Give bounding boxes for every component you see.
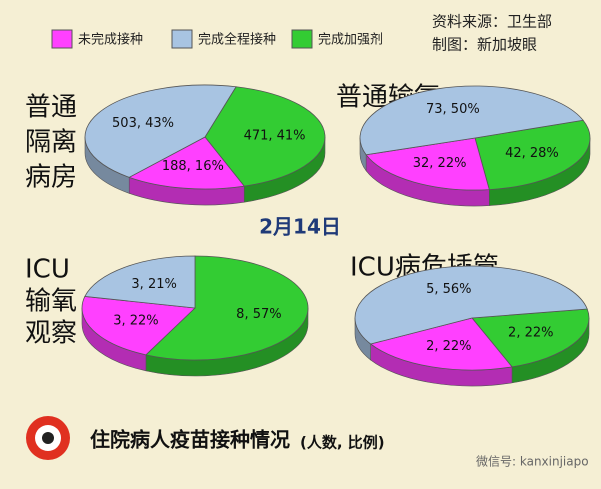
pie-slice	[84, 255, 196, 309]
data-label: 188, 16%	[162, 159, 224, 174]
legend-swatch	[51, 29, 73, 49]
pie-slice	[81, 296, 196, 356]
pie-slice	[204, 86, 326, 187]
watermark: 微信号: kanxinjiapo	[476, 455, 589, 469]
chart-title: 观察	[25, 319, 77, 349]
pie-slice	[145, 255, 309, 361]
pie-slice	[365, 137, 490, 191]
pie-slice	[369, 317, 513, 371]
pie-slice	[471, 308, 590, 368]
chart-title: 输氧	[25, 287, 77, 317]
footer-subtitle: (人数, 比例)	[300, 434, 385, 452]
chart-title: ICU	[25, 255, 70, 285]
data-label: 503, 43%	[112, 116, 174, 131]
data-label: 2, 22%	[426, 339, 471, 354]
data-label: 3, 21%	[131, 277, 176, 292]
data-label: 73, 50%	[426, 102, 480, 117]
date: 2月14日	[259, 215, 341, 239]
data-label: 5, 56%	[426, 282, 471, 297]
data-label: 2, 22%	[508, 326, 553, 341]
source-text: 制图：新加坡眼	[432, 36, 537, 54]
data-label: 8, 57%	[236, 307, 281, 322]
chart-title: 普通	[25, 93, 77, 123]
pie-slice	[84, 84, 237, 178]
data-label: 42, 28%	[505, 146, 559, 161]
chart-title: 病房	[25, 163, 77, 193]
pie-slice	[474, 119, 591, 191]
footer-title: 住院病人疫苗接种情况	[90, 428, 290, 452]
pie-slice	[359, 85, 584, 156]
data-label: 32, 22%	[413, 156, 467, 171]
data-label: 471, 41%	[244, 128, 306, 143]
legend-swatch	[291, 29, 313, 49]
data-label: 3, 22%	[113, 314, 158, 329]
pie-slice	[354, 265, 588, 345]
pie-slice	[128, 136, 245, 190]
legend-label: 未完成接种	[78, 32, 143, 48]
logo	[42, 432, 54, 444]
legend-label: 完成全程接种	[198, 32, 276, 48]
source-text: 资料来源：卫生部	[432, 13, 552, 31]
chart-title: 隔离	[25, 128, 77, 158]
legend-swatch	[171, 29, 193, 49]
legend-label: 完成加强剂	[318, 33, 383, 48]
